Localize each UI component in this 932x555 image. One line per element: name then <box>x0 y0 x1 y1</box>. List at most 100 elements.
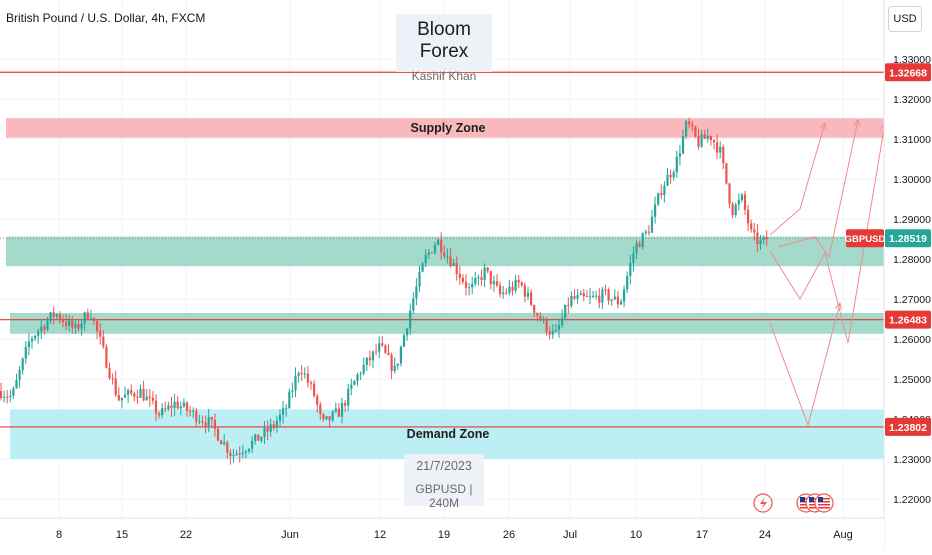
candle-body <box>545 318 548 332</box>
projection-arrow <box>835 301 842 310</box>
candle-body <box>241 452 244 454</box>
title-overlay: Bloom Forex Kashif Khan <box>396 14 492 83</box>
time-tick-label: 19 <box>438 529 450 541</box>
candle-body <box>601 289 604 303</box>
candle-body <box>502 292 505 295</box>
candle-body <box>650 216 654 233</box>
candle-body <box>567 304 570 306</box>
candle-body <box>216 428 220 441</box>
candle-body <box>58 314 61 320</box>
candle-body <box>68 320 71 326</box>
candle-body <box>282 408 285 415</box>
candle-body <box>254 434 257 441</box>
candle-body <box>539 315 542 321</box>
flag-ring <box>814 493 834 513</box>
candle-body <box>30 338 34 342</box>
zone-rect <box>6 236 884 267</box>
candle-body <box>340 403 344 417</box>
candle-body <box>681 136 685 154</box>
price-tick-label: 1.33000 <box>893 54 931 66</box>
price-tag <box>885 417 931 436</box>
candle-body <box>99 330 102 337</box>
candle-body <box>316 395 319 405</box>
candle-body <box>266 427 269 432</box>
flag-stripe <box>818 501 830 503</box>
candle-body <box>452 262 455 267</box>
candle-body <box>192 410 195 412</box>
candle-body <box>189 410 192 412</box>
candle-body <box>629 262 632 277</box>
candle-body <box>458 273 461 278</box>
last-price-tag <box>885 229 931 248</box>
projection-lines <box>769 118 888 427</box>
candle-body <box>263 427 266 437</box>
stamp-overlay: 21/7/2023 GBPUSD | 240M <box>404 454 484 510</box>
candle-body <box>635 243 638 254</box>
candle-body <box>43 326 46 330</box>
candle-body <box>443 252 446 257</box>
candle-body <box>638 243 641 248</box>
candle-body <box>486 267 489 272</box>
candle-body <box>685 121 688 137</box>
candle-body <box>675 156 678 173</box>
flag-stripe <box>809 507 821 509</box>
candle-body <box>74 324 77 328</box>
candle-body <box>80 323 83 329</box>
projection-path <box>769 122 826 236</box>
candle-body <box>660 193 663 196</box>
candle-body <box>700 134 703 147</box>
time-axis[interactable]: 8 15 22 Jun 12 19 26 Jul 10 17 24 Aug <box>0 517 884 550</box>
candle-body <box>644 231 647 234</box>
flag-stripe <box>818 498 830 500</box>
flag-canton <box>818 497 823 502</box>
candle-body <box>446 256 449 258</box>
candle-body <box>204 422 207 427</box>
candle-body <box>530 292 533 305</box>
candle-body <box>139 388 142 398</box>
candle-body <box>102 336 105 347</box>
zones: Supply Zone Demand Zone <box>6 118 884 459</box>
price-axis[interactable]: 1.220001.230001.240001.250001.260001.270… <box>845 0 932 550</box>
candle-body <box>499 285 502 295</box>
candle-body <box>238 453 241 455</box>
candle-body <box>201 421 204 423</box>
candle-body <box>167 405 170 410</box>
candle-body <box>576 295 579 299</box>
flag-canton <box>809 497 814 502</box>
candle-body <box>604 289 607 291</box>
candle-body <box>533 304 536 313</box>
price-tick-label: 1.22000 <box>893 494 931 506</box>
candle-body <box>285 408 288 410</box>
candle-body <box>114 378 117 395</box>
candle-body <box>508 286 511 293</box>
flag-stripe <box>800 507 812 509</box>
candle-body <box>520 282 523 286</box>
candle-body <box>616 296 619 305</box>
candle-body <box>210 416 213 420</box>
candle-body <box>719 147 722 153</box>
candle-body <box>244 451 247 453</box>
candle-body <box>579 293 582 296</box>
candle-body <box>359 373 362 375</box>
time-tick-label: Aug <box>833 529 853 541</box>
candle-body <box>350 384 353 389</box>
candle-body <box>375 351 378 353</box>
candle-body <box>477 277 480 279</box>
time-tick-label: 22 <box>180 529 192 541</box>
candle-body <box>272 424 275 427</box>
candle-body <box>247 448 251 452</box>
candle-body <box>517 280 520 283</box>
candle-body <box>554 330 557 332</box>
candle-body <box>300 373 303 375</box>
candle-body <box>133 393 136 397</box>
candle-body <box>179 406 182 409</box>
candle-body <box>753 229 756 233</box>
currency-button[interactable]: USD <box>888 6 922 32</box>
candle-body <box>334 408 337 412</box>
candle-body <box>288 391 291 409</box>
candle-body <box>117 394 120 401</box>
candle-body <box>598 295 601 303</box>
candle-body <box>15 379 18 389</box>
